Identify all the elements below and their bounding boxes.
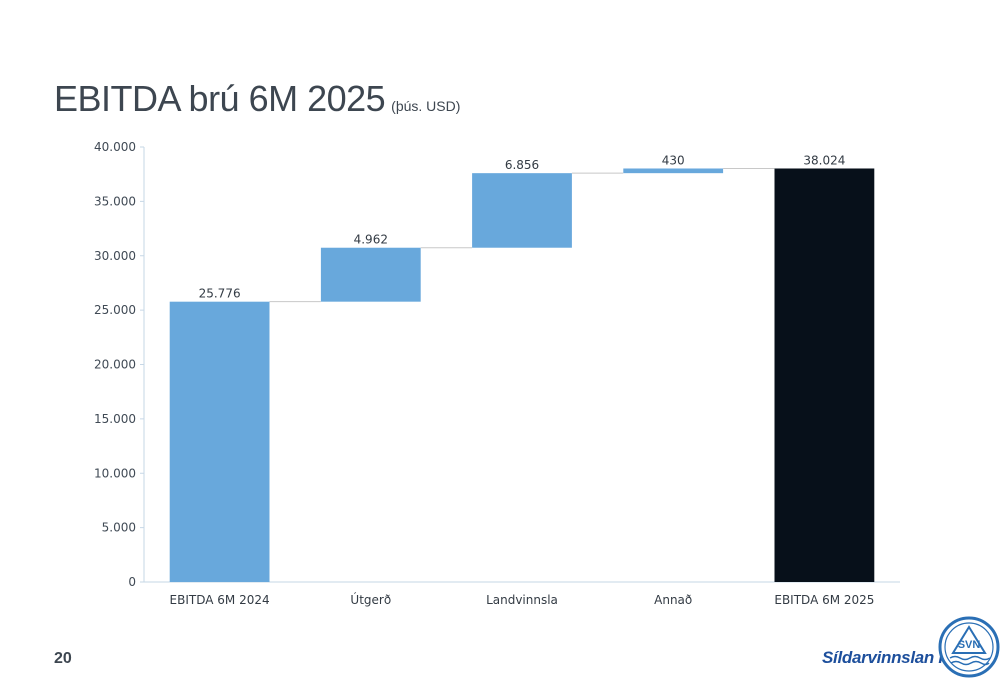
waterfall-chart: 0 5.000 10.000 15.000 20.000 25.000 30.000 35.0… xyxy=(94,140,900,607)
y-tick-label: 10.000 xyxy=(94,466,136,480)
svn-logo: SVN xyxy=(938,616,1000,678)
y-tick-label: 0 xyxy=(128,575,136,589)
data-label: 25.776 xyxy=(199,287,241,301)
logo-text: SVN xyxy=(958,639,981,651)
data-label: 4.962 xyxy=(354,233,388,247)
bar xyxy=(774,168,875,582)
y-tick-label: 35.000 xyxy=(94,194,136,208)
category-label: Annað xyxy=(654,593,692,607)
y-tick-label: 5.000 xyxy=(102,521,136,535)
bars xyxy=(169,167,875,582)
axes: 0 5.000 10.000 15.000 20.000 25.000 30.000 35.0… xyxy=(94,140,900,589)
y-tick-label: 40.000 xyxy=(94,140,136,154)
brand-name: Síldarvinnslan hf xyxy=(822,648,954,667)
title-unit: (þús. USD) xyxy=(391,98,461,114)
bar xyxy=(472,173,572,248)
title-text: EBITDA brú 6M 2025 xyxy=(54,78,386,119)
category-label: EBITDA 6M 2024 xyxy=(170,593,270,607)
data-label: 430 xyxy=(662,153,685,167)
y-tick-label: 15.000 xyxy=(94,412,136,426)
data-label: 6.856 xyxy=(505,158,539,172)
page-number: 20 xyxy=(54,650,72,667)
category-label: Útgerð xyxy=(350,592,391,607)
bar xyxy=(169,301,270,582)
y-tick-label: 20.000 xyxy=(94,358,136,372)
y-tick-label: 30.000 xyxy=(94,249,136,263)
y-tick-label: 25.000 xyxy=(94,303,136,317)
data-label: 38.024 xyxy=(803,153,845,167)
bar xyxy=(320,247,421,302)
labels: 25.776 EBITDA 6M 2024 4.962 Útgerð 6.856 Land… xyxy=(170,153,875,607)
slide-title: EBITDA brú 6M 2025 (þús. USD) xyxy=(54,78,460,120)
category-label: Landvinnsla xyxy=(486,593,558,607)
bar xyxy=(623,168,724,174)
category-label: EBITDA 6M 2025 xyxy=(774,593,874,607)
